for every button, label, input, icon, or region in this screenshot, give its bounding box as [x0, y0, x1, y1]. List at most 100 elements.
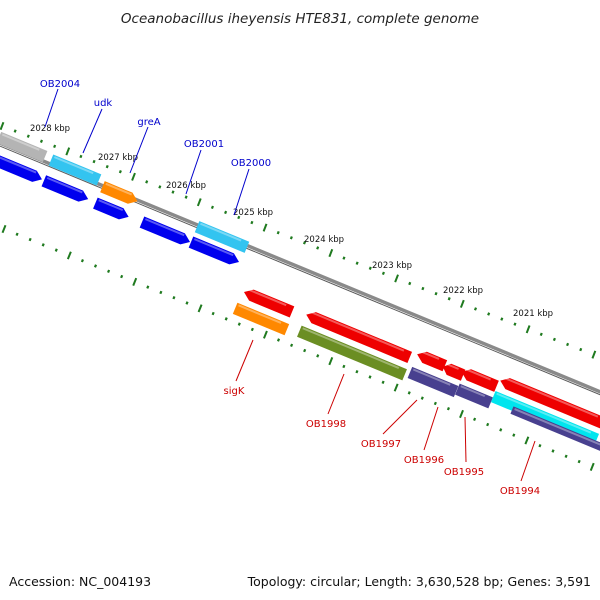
- tick-mark: [1, 224, 7, 234]
- gene-arrow-gray-shine: [1, 133, 40, 151]
- kbp-tick: [105, 164, 109, 169]
- gene-arrow-red-7-shine: [503, 376, 599, 418]
- kbp-tick: [328, 248, 334, 258]
- kbp-tick: [171, 190, 175, 194]
- gene-arrow-ob2000-shine: [200, 222, 242, 242]
- kbp-label: 2025 kbp: [233, 208, 273, 218]
- kbp-label: 2022 kbp: [443, 286, 483, 296]
- gene-arrow-red-6-body: [461, 369, 499, 392]
- gene-arrow-ob2000-body: [194, 221, 250, 253]
- gene-arrow-ob1998: [297, 325, 407, 381]
- gene-arrow-sigK-body: [232, 302, 290, 336]
- gene-arrow-ob1995-body: [455, 383, 493, 409]
- tick-mark: [15, 232, 19, 236]
- tick-track-lower: [1, 224, 595, 471]
- gene-label-ob2004: OB2004: [40, 79, 80, 90]
- tick-mark: [211, 311, 215, 316]
- upper-gene-labels: OB2004 udk greA OB2001 OB2000: [40, 79, 271, 169]
- tick-mark: [368, 375, 372, 379]
- kbp-tick-track-upper: [0, 121, 597, 359]
- kbp-tick: [131, 172, 136, 181]
- gene-arrow-red-4-shine: [420, 350, 440, 360]
- gene-arrow-ob1994-body: [510, 406, 600, 454]
- tick-mark: [564, 454, 568, 458]
- gene-label-grea: greA: [137, 117, 160, 128]
- tick-mark: [54, 248, 58, 252]
- leader-ob2004: [44, 88, 59, 128]
- gene-arrow-udk-body: [41, 175, 89, 202]
- kbp-tick: [302, 241, 307, 245]
- kbp-tick: [92, 159, 96, 164]
- leader-ob2001: [185, 149, 202, 195]
- gene-arrow-blue-5-body: [188, 236, 240, 265]
- gene-arrow-ob1997-shine: [445, 362, 459, 370]
- upper-gene-leaders: [44, 88, 250, 216]
- kbp-tick: [276, 230, 280, 235]
- kbp-tick: [262, 223, 268, 232]
- gene-arrow-red-6: [461, 367, 499, 392]
- tick-mark: [446, 407, 450, 411]
- tick-mark: [41, 243, 45, 247]
- gene-arrow-blue-5: [188, 236, 240, 265]
- tick-mark: [393, 383, 399, 392]
- tick-mark: [132, 277, 138, 286]
- gene-arrow-gray: [0, 131, 48, 163]
- kbp-tick: [158, 185, 162, 189]
- tick-mark: [290, 343, 294, 347]
- gene-label-udk: udk: [94, 98, 113, 109]
- topology-text: Topology: circular; Length: 3,630,528 bp…: [247, 574, 591, 589]
- gene-arrow-ob1995: [455, 383, 493, 409]
- gene-label-sigk: sigK: [224, 386, 245, 397]
- tick-mark: [197, 304, 203, 313]
- accession-text: Accession: NC_004193: [9, 574, 151, 589]
- kbp-label: 2024 kbp: [304, 235, 344, 245]
- kbp-tick: [316, 246, 320, 250]
- kbp-tick: [79, 154, 83, 159]
- kbp-tick: [394, 274, 399, 283]
- gene-arrow-blue-1-body: [0, 153, 42, 182]
- gene-arrow-red-1: [243, 288, 295, 318]
- gene-arrow-ob2001: [139, 216, 191, 245]
- gene-arrow-ob2004-shine: [53, 156, 94, 175]
- tick-mark: [263, 330, 268, 339]
- gene-arrow-red-6-shine: [464, 367, 492, 381]
- gene-arrow-blue-3-shine: [98, 199, 124, 212]
- gene-arrow-udk: [41, 175, 89, 202]
- gene-features: [0, 131, 600, 454]
- gene-arrow-greA-shine: [105, 182, 133, 196]
- tick-mark: [237, 322, 241, 326]
- kbp-tick: [539, 332, 543, 337]
- gene-arrow-red-7-body: [500, 378, 600, 429]
- kbp-tick: [65, 147, 71, 156]
- tick-mark: [407, 391, 411, 395]
- leader-sigk: [235, 339, 254, 382]
- kbp-label: 2026 kbp: [166, 181, 206, 191]
- leader-ob1998: [327, 373, 345, 415]
- tick-mark: [473, 417, 477, 421]
- gene-arrow-ob1998-shine: [302, 327, 400, 369]
- gene-arrow-ob1996-shine: [412, 368, 451, 386]
- kbp-tick: [289, 236, 293, 240]
- kbp-tick: [525, 325, 531, 334]
- gene-arrow-ob1998-red-body: [306, 312, 413, 363]
- gene-arrow-red-4-body: [417, 351, 448, 372]
- tick-mark: [28, 237, 32, 242]
- gene-label-ob1997: OB1997: [361, 439, 401, 450]
- kbp-tick: [145, 180, 149, 184]
- kbp-tick: [26, 134, 30, 138]
- kbp-tick: [434, 291, 438, 296]
- kbp-tick: [53, 144, 57, 149]
- gene-arrow-ob1998-body: [297, 325, 407, 381]
- tick-mark: [185, 301, 189, 305]
- tick-mark: [328, 357, 334, 366]
- gene-label-ob1996: OB1996: [404, 455, 444, 466]
- tick-mark: [512, 433, 516, 437]
- gene-arrow-ob1994: [510, 406, 600, 454]
- kbp-tick: [381, 271, 385, 276]
- kbp-tick: [118, 170, 122, 174]
- leader-ob1995: [464, 416, 467, 463]
- kbp-tick: [447, 297, 451, 301]
- tick-mark: [316, 354, 320, 358]
- gene-arrow-ob1997-body: [442, 363, 466, 381]
